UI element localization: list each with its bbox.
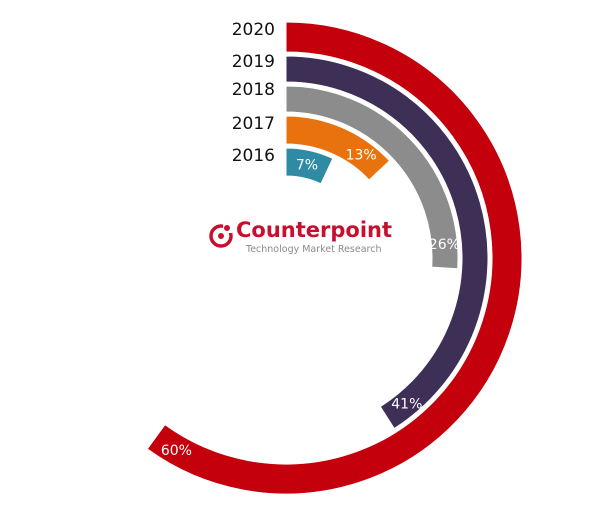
year-label-2020: 2020: [231, 20, 275, 40]
year-label-2016: 2016: [231, 146, 275, 166]
logo-tagline: Technology Market Research: [246, 244, 382, 255]
value-label-2020: 60%: [161, 443, 192, 459]
bar-2020: [146, 21, 523, 495]
year-label-2019: 2019: [231, 52, 275, 72]
value-label-2018: 26%: [429, 237, 460, 253]
value-label-2019: 41%: [391, 396, 422, 412]
year-label-2018: 2018: [231, 80, 275, 100]
bar-2016: [285, 147, 334, 185]
logo-name: Counterpoint: [236, 218, 393, 242]
year-label-2017: 2017: [231, 114, 275, 134]
bar-2018: [285, 85, 459, 270]
value-label-2016: 7%: [296, 157, 318, 173]
bar-2017: [285, 115, 391, 181]
counterpoint-logo-icon: [209, 224, 233, 248]
bar-2019: [285, 55, 489, 430]
value-label-2017: 13%: [346, 147, 377, 163]
